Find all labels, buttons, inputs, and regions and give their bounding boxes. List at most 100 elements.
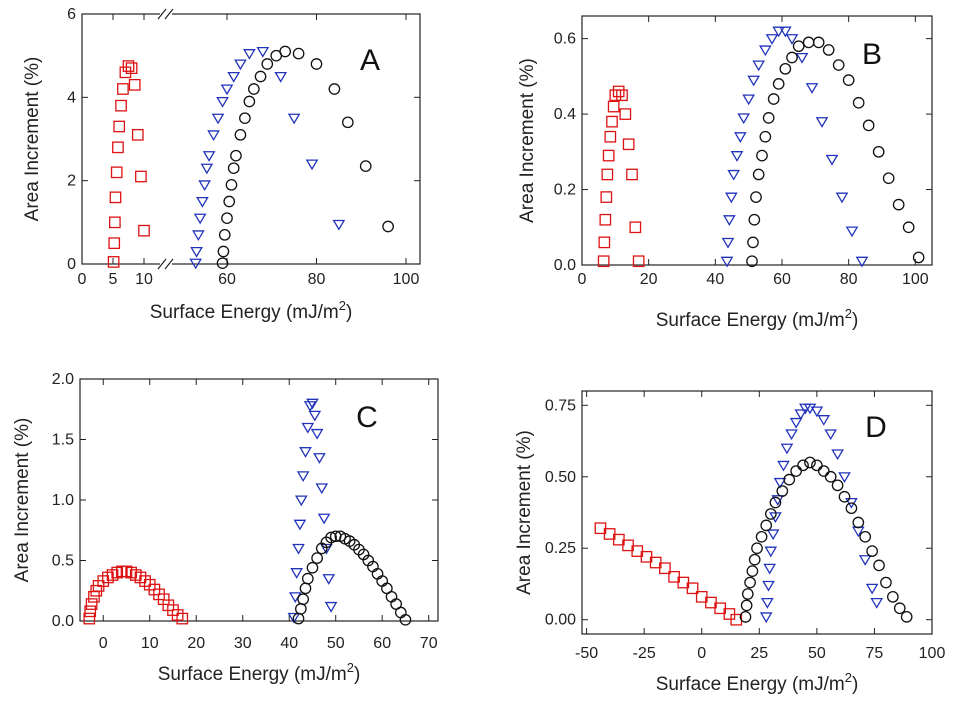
x-tick-label: 60 xyxy=(218,271,236,288)
data-point-black xyxy=(311,552,323,564)
data-point-red xyxy=(112,141,124,154)
data-point-blue xyxy=(817,415,831,426)
data-point-blue xyxy=(200,163,214,175)
x-tick-label: 10 xyxy=(141,635,159,652)
x-tick-label: 0 xyxy=(99,635,108,652)
data-point-black xyxy=(824,470,837,483)
data-point-black xyxy=(838,490,851,503)
data-point-red xyxy=(632,255,645,268)
data-point-red xyxy=(622,138,635,151)
plot-frame xyxy=(79,378,439,622)
data-point-blue xyxy=(780,443,794,455)
axis-break-mark xyxy=(164,8,174,20)
x-axis-title-text: Surface Energy (mJ/m xyxy=(656,674,845,695)
data-point-black xyxy=(225,178,238,191)
data-point-black xyxy=(756,149,768,162)
x-axis-title-sup: 2 xyxy=(845,670,852,685)
data-point-black xyxy=(852,96,865,109)
data-point-black xyxy=(767,93,780,105)
x-tick-label: 20 xyxy=(187,635,205,652)
data-point-blue xyxy=(322,574,336,585)
data-point-blue xyxy=(724,192,738,204)
data-point-black xyxy=(859,530,872,543)
y-tick-label: 0.0 xyxy=(554,257,576,274)
data-point-black xyxy=(741,588,754,600)
data-point-blue xyxy=(196,196,209,208)
y-tick-label: 0.00 xyxy=(545,612,576,629)
data-point-black xyxy=(831,479,844,492)
data-point-blue xyxy=(721,237,735,249)
data-point-red xyxy=(122,60,135,72)
axis-break-mark xyxy=(157,258,167,270)
series-black xyxy=(292,530,412,626)
data-point-blue xyxy=(274,71,288,83)
data-point-black xyxy=(902,221,915,234)
data-point-blue xyxy=(294,495,308,507)
data-point-red xyxy=(626,168,638,181)
data-point-black xyxy=(310,58,323,70)
panel-letter: C xyxy=(356,401,378,434)
x-tick-label: 30 xyxy=(234,635,252,652)
data-point-blue xyxy=(324,601,338,613)
axis-break-mask-top xyxy=(160,10,172,18)
data-point-black xyxy=(234,128,247,141)
x-tick-label: 0 xyxy=(697,645,706,662)
data-point-blue xyxy=(761,598,774,609)
data-point-black xyxy=(887,590,899,603)
data-point-red xyxy=(83,612,96,625)
data-point-black xyxy=(306,561,319,574)
data-point-blue xyxy=(192,230,205,242)
data-point-blue xyxy=(320,543,333,555)
data-point-red xyxy=(597,255,610,268)
data-point-black xyxy=(744,576,756,589)
data-point-blue xyxy=(824,429,838,441)
data-point-black xyxy=(862,119,875,132)
x-tick-label: 0 xyxy=(578,271,587,288)
x-tick-label: 100 xyxy=(902,271,929,288)
data-point-red xyxy=(609,89,622,102)
data-point-black xyxy=(866,545,878,557)
x-tick-label: 80 xyxy=(840,271,858,288)
data-point-black xyxy=(802,36,815,49)
data-point-red xyxy=(108,237,121,250)
data-point-black xyxy=(790,465,802,477)
x-axis-title: Surface Energy (mJ/m2) xyxy=(150,298,353,323)
data-point-blue xyxy=(777,460,790,472)
data-point-black xyxy=(328,83,341,95)
data-point-black xyxy=(872,145,885,158)
x-tick-label: 60 xyxy=(373,635,391,652)
axis-break-mask-bottom xyxy=(160,260,172,268)
data-point-black xyxy=(746,255,758,268)
series-blue xyxy=(287,398,338,624)
panel-letter: A xyxy=(360,44,380,77)
y-tick-label: 1.5 xyxy=(52,432,74,449)
data-point-blue xyxy=(727,169,741,181)
data-point-black xyxy=(880,576,892,589)
data-point-blue xyxy=(720,256,734,268)
data-point-blue xyxy=(301,422,315,434)
panel-letter: B xyxy=(862,38,882,71)
y-axis-title: Area Increment (%) xyxy=(12,418,33,583)
data-point-red xyxy=(109,191,122,204)
y-axis-title: Area Increment (%) xyxy=(22,57,43,222)
y-axis-title: Area Increment (%) xyxy=(517,58,538,223)
data-point-red xyxy=(128,78,141,91)
x-axis-title-sup: 2 xyxy=(845,306,852,321)
data-point-blue xyxy=(313,453,326,464)
data-point-red xyxy=(659,562,671,575)
data-point-black xyxy=(292,47,305,60)
data-point-black xyxy=(371,567,384,580)
data-point-blue xyxy=(785,34,799,45)
data-point-blue xyxy=(773,477,787,489)
data-point-blue xyxy=(315,483,329,495)
x-tick-label: -50 xyxy=(575,645,598,662)
data-point-black xyxy=(900,610,913,623)
series-blue xyxy=(189,46,346,270)
data-point-black xyxy=(748,553,761,566)
x-tick-label: -25 xyxy=(633,645,656,662)
data-point-blue xyxy=(198,180,211,192)
x-axis-title: Surface Energy (mJ/m2) xyxy=(158,660,361,685)
data-point-red xyxy=(135,170,147,183)
data-point-black xyxy=(382,220,394,233)
data-point-blue xyxy=(794,409,808,421)
